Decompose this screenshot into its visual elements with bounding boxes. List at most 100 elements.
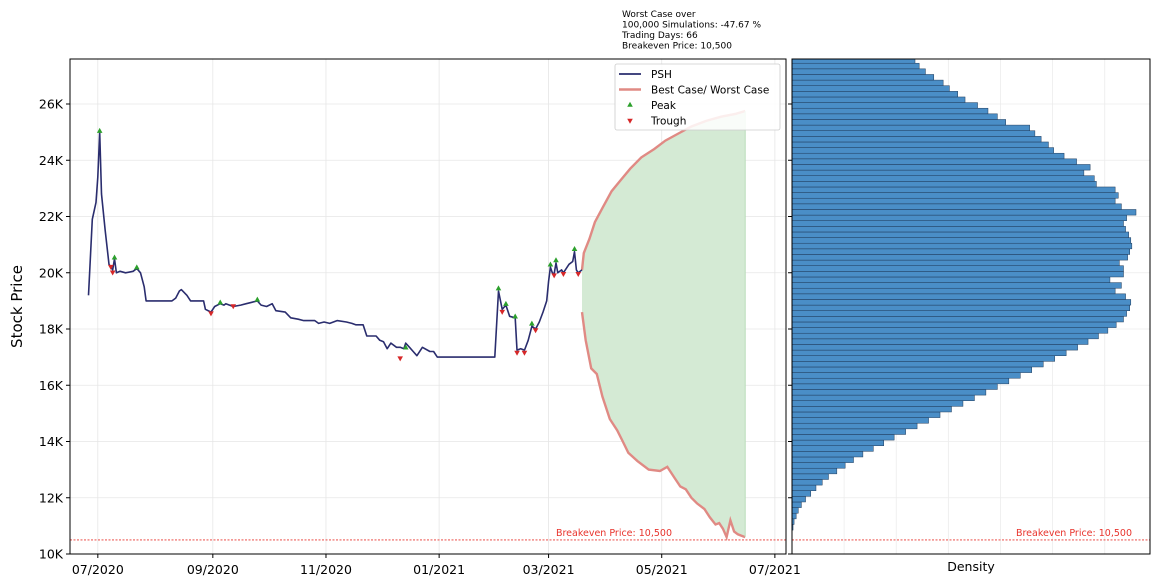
scenario-fan-fill: [582, 111, 746, 538]
histogram-bar: [791, 507, 799, 514]
trough-marker: [109, 270, 116, 276]
histogram-bar: [791, 355, 1055, 362]
peak-marker: [495, 285, 502, 291]
legend-label: Trough: [650, 115, 686, 127]
legend-swatch: [627, 118, 633, 124]
y-tick-label: 14K: [39, 434, 64, 449]
histogram-bar: [791, 265, 1124, 272]
trough-marker: [230, 304, 237, 310]
breakeven-label: Breakeven Price: 10,500: [556, 528, 672, 539]
histogram-bar: [791, 276, 1111, 283]
histogram-bar: [791, 316, 1124, 323]
histogram-bar: [791, 254, 1128, 261]
x-tick-label: 05/2021: [636, 562, 688, 577]
histogram-bar: [791, 58, 916, 64]
histogram-bar: [791, 383, 998, 390]
histogram-bar: [791, 248, 1130, 255]
legend-label: PSH: [651, 69, 672, 81]
histogram-bar: [791, 164, 1091, 171]
histogram-bar: [791, 361, 1044, 368]
x-tick-label: 07/2020: [72, 562, 124, 577]
histogram-bar: [791, 479, 823, 486]
histogram-bar: [791, 484, 817, 491]
histogram-bar: [791, 428, 906, 435]
histogram-bar: [791, 271, 1124, 278]
x-tick-label: 01/2021: [413, 562, 465, 577]
histogram-frame: [791, 58, 1151, 555]
histogram-bar: [791, 74, 935, 81]
histogram-bars: [791, 58, 1137, 531]
peak-marker: [553, 257, 559, 263]
trough-marker: [514, 350, 520, 356]
y-tick-label: 16K: [39, 378, 64, 393]
histogram-bar: [791, 467, 838, 475]
histogram-bar: [791, 113, 998, 120]
histogram-bar: [791, 422, 918, 430]
peak-marker: [547, 261, 554, 267]
y-tick-label: 18K: [39, 322, 64, 337]
histogram-bar: [791, 259, 1120, 266]
legend-box: [614, 63, 781, 131]
peak-marker: [402, 344, 409, 350]
histogram-bar: [791, 119, 1006, 126]
price-chart: Breakeven Price: 10,500 07/2020 09/2020 11…: [8, 58, 801, 578]
histogram-bar: [791, 344, 1078, 351]
histogram-bar: [791, 451, 864, 458]
price-chart-axes: 07/2020 09/2020 11/2020 01/2021 03/2021 05/20…: [39, 97, 801, 578]
histogram-bar: [791, 102, 978, 109]
peak-marker: [217, 299, 224, 305]
y-tick-label: 12K: [39, 490, 64, 505]
histogram-bar: [791, 496, 806, 503]
histogram-bar: [791, 338, 1089, 345]
worst-case-line: [580, 311, 746, 541]
histogram-bar: [791, 226, 1126, 233]
histogram-bar: [791, 417, 929, 424]
histogram-bar: [791, 327, 1109, 334]
histogram-x-axis-label: Density: [947, 559, 995, 574]
histogram-bar: [791, 332, 1099, 340]
histogram-bar: [791, 299, 1132, 306]
y-tick-label: 20K: [39, 265, 64, 280]
histogram-bar: [791, 169, 1085, 176]
y-axis-label: Stock Price: [8, 265, 26, 348]
histogram-bar: [791, 186, 1116, 193]
histogram-bar: [791, 197, 1116, 205]
trough-marker: [108, 264, 114, 270]
peak-marker: [254, 296, 261, 302]
histogram-bar: [791, 282, 1122, 289]
histogram-bar: [791, 85, 950, 92]
histogram-bar: [791, 203, 1122, 210]
histogram-bar: [791, 372, 1021, 379]
histogram-breakeven-label: Breakeven Price: 10,500: [1016, 528, 1132, 539]
histogram-bar: [791, 237, 1132, 244]
histogram-bar: [791, 287, 1116, 295]
x-tick-label: 11/2020: [300, 562, 352, 577]
histogram-bar: [791, 91, 958, 98]
histogram-bar: [791, 209, 1137, 216]
histogram-bar: [791, 152, 1065, 160]
histogram-bar: [791, 400, 964, 407]
peak-marker: [503, 300, 509, 306]
annotation-line: Worst Case over: [622, 10, 696, 20]
peak-marker: [529, 320, 535, 326]
legend-swatch: [627, 101, 633, 107]
peak-marker: [133, 264, 140, 270]
histogram-bar: [791, 141, 1049, 148]
y-tick-label: 26K: [39, 97, 64, 112]
x-tick-label: 03/2021: [523, 562, 575, 577]
histogram-bar: [791, 490, 812, 497]
histogram-bar: [791, 321, 1117, 328]
peak-marker: [512, 313, 518, 319]
peak-marker: [571, 246, 578, 252]
histogram-bar: [791, 130, 1036, 137]
trough-marker: [575, 271, 582, 277]
legend-label: Peak: [651, 100, 677, 112]
histogram-bar: [791, 349, 1067, 356]
histogram-bar: [791, 231, 1129, 238]
y-tick-label: 22K: [39, 209, 64, 224]
histogram-bar: [791, 175, 1095, 182]
histogram-bar: [791, 501, 802, 508]
trough-marker: [208, 311, 214, 317]
histogram-bar: [791, 394, 975, 401]
